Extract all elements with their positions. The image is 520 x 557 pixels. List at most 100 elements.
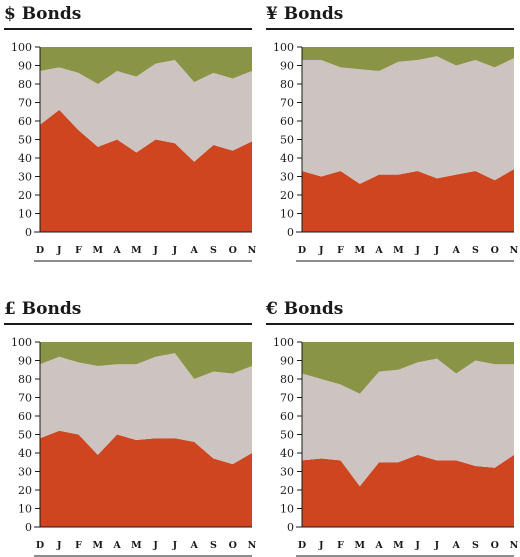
area-series-0 — [40, 109, 252, 232]
y-tick-label: 30 — [18, 171, 32, 184]
title-rule — [266, 323, 514, 325]
area-series-2 — [302, 47, 514, 72]
y-tick-label: 100 — [11, 336, 32, 349]
x-tick-label: A — [112, 245, 121, 256]
y-tick-label: 0 — [25, 521, 32, 534]
y-tick-label: 40 — [18, 152, 32, 165]
x-tick-label: N — [510, 245, 519, 256]
y-tick-label: 90 — [18, 355, 32, 368]
x-tick-label: J — [172, 245, 178, 256]
x-tick-label: J — [152, 245, 158, 256]
chart-title: ¥ Bonds — [266, 4, 344, 24]
y-tick-label: 80 — [18, 373, 32, 386]
y-tick-label: 60 — [280, 410, 294, 423]
x-tick-label: J — [56, 245, 62, 256]
area-series-2 — [302, 342, 514, 394]
area-series-0 — [40, 430, 252, 527]
y-tick-label: 30 — [280, 171, 294, 184]
y-tick-label: 70 — [280, 392, 294, 405]
y-tick-label: 80 — [280, 78, 294, 91]
chart-title: $ Bonds — [4, 4, 82, 24]
y-tick-label: 50 — [18, 134, 32, 147]
chart-panel-usd: $ Bonds 0 10 20 30 40 50 60 70 80 90 100 D J F M A M J J A S… — [4, 0, 257, 270]
y-tick-label: 30 — [18, 466, 32, 479]
area-series-1 — [302, 358, 514, 487]
x-tick-label: J — [318, 540, 324, 551]
x-tick-label: A — [112, 540, 121, 551]
x-tick-label: M — [355, 245, 366, 256]
x-tick-label: D — [36, 540, 44, 551]
x-tick-label: M — [131, 540, 142, 551]
y-tick-label: 60 — [18, 410, 32, 423]
x-tick-label: O — [491, 540, 499, 551]
chart-title: € Bonds — [266, 299, 344, 319]
x-tick-label: O — [491, 245, 499, 256]
chart-panel-eur: € Bonds 0 10 20 30 40 50 60 70 80 90 100 D J F M A M J J A S… — [266, 295, 519, 557]
y-tick-label: 20 — [280, 189, 294, 202]
y-tick-label: 40 — [280, 152, 294, 165]
x-tick-label: S — [472, 245, 479, 256]
area-series-1 — [302, 56, 514, 184]
y-tick-label: 70 — [18, 97, 32, 110]
y-tick-label: 100 — [273, 41, 294, 54]
area-series-0 — [302, 169, 514, 232]
y-tick-label: 90 — [280, 60, 294, 73]
x-tick-label: F — [75, 245, 82, 256]
x-tick-label: J — [434, 245, 440, 256]
area-series-1 — [40, 59, 252, 162]
x-tick-label: M — [393, 245, 404, 256]
y-tick-label: 10 — [18, 208, 32, 221]
x-tick-label: A — [374, 540, 383, 551]
x-tick-label: F — [337, 245, 344, 256]
x-tick-label: J — [434, 540, 440, 551]
x-tick-label: O — [229, 245, 237, 256]
y-tick-label: 30 — [280, 466, 294, 479]
x-tick-label: F — [75, 540, 82, 551]
y-tick-label: 40 — [280, 447, 294, 460]
y-tick-label: 20 — [280, 484, 294, 497]
x-tick-label: N — [248, 540, 257, 551]
x-tick-label: M — [355, 540, 366, 551]
x-tick-label: F — [337, 540, 344, 551]
y-tick-label: 20 — [18, 189, 32, 202]
x-tick-label: M — [93, 245, 104, 256]
y-tick-label: 70 — [18, 392, 32, 405]
chart-panel-gbp: £ Bonds 0 10 20 30 40 50 60 70 80 90 100 D J F M A M J J A S… — [4, 295, 257, 557]
title-rule — [4, 323, 252, 325]
y-tick-label: 50 — [18, 429, 32, 442]
x-tick-label: A — [189, 245, 198, 256]
x-tick-label: S — [210, 245, 217, 256]
y-tick-label: 90 — [18, 60, 32, 73]
chart-title: £ Bonds — [4, 299, 82, 319]
area-series-2 — [40, 342, 252, 379]
x-tick-label: J — [414, 245, 420, 256]
y-tick-label: 20 — [18, 484, 32, 497]
area-series-1 — [40, 353, 252, 465]
x-tick-label: D — [298, 245, 306, 256]
x-tick-label: J — [56, 540, 62, 551]
x-tick-label: A — [451, 245, 460, 256]
x-tick-label: M — [93, 540, 104, 551]
y-tick-label: 0 — [287, 521, 294, 534]
x-tick-label: J — [318, 245, 324, 256]
title-rule — [4, 28, 252, 30]
y-tick-label: 100 — [273, 336, 294, 349]
x-tick-label: D — [36, 245, 44, 256]
x-tick-label: S — [472, 540, 479, 551]
x-tick-label: S — [210, 540, 217, 551]
y-tick-label: 0 — [287, 226, 294, 239]
x-tick-label: M — [131, 245, 142, 256]
x-tick-label: J — [152, 540, 158, 551]
area-series-2 — [40, 47, 252, 84]
y-tick-label: 10 — [18, 503, 32, 516]
x-tick-label: A — [374, 245, 383, 256]
y-tick-label: 100 — [11, 41, 32, 54]
y-tick-label: 10 — [280, 503, 294, 516]
x-tick-label: A — [189, 540, 198, 551]
y-tick-label: 60 — [280, 115, 294, 128]
y-tick-label: 60 — [18, 115, 32, 128]
